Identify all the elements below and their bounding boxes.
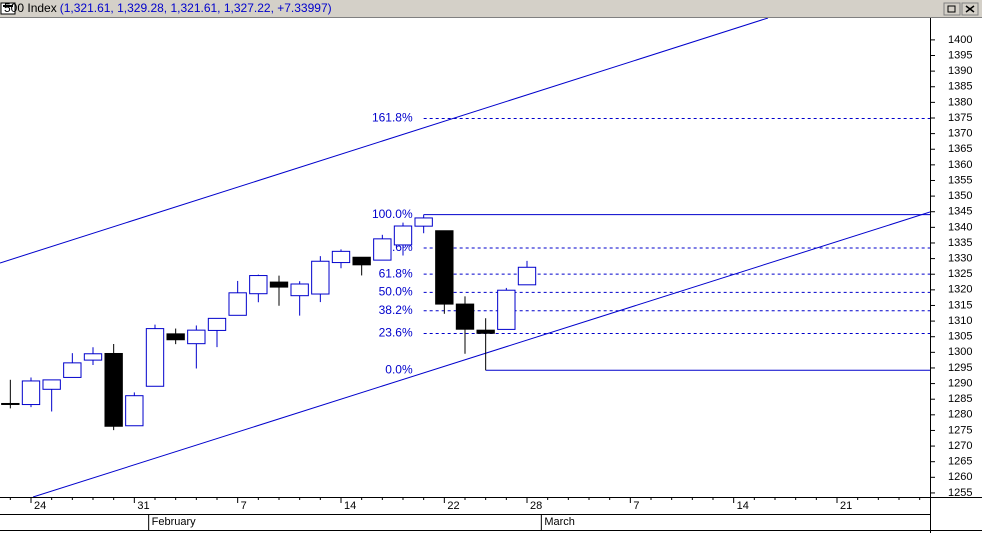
month-label: February xyxy=(152,516,197,528)
candle-body xyxy=(125,395,144,427)
restore-icon xyxy=(947,5,956,13)
y-tick-label: 1315 xyxy=(948,299,972,311)
header-bar xyxy=(0,0,982,18)
candle-body xyxy=(352,256,371,266)
y-tick-label: 1375 xyxy=(948,112,972,124)
y-tick-label: 1325 xyxy=(948,268,972,280)
x-tick-label: 24 xyxy=(34,500,46,512)
x-tick-label: 22 xyxy=(447,500,459,512)
candle-body xyxy=(207,317,227,331)
y-axis-area xyxy=(930,18,982,533)
candle-body xyxy=(249,275,268,295)
candle-body xyxy=(42,379,61,390)
fib-label: 38.2% xyxy=(379,303,413,317)
candle-body xyxy=(228,292,247,316)
month-label: March xyxy=(544,516,575,528)
x-tick-label: 7 xyxy=(633,500,639,512)
x-tick-label: 7 xyxy=(241,500,247,512)
fib-label: 50.0% xyxy=(379,285,413,299)
y-tick-label: 1370 xyxy=(948,128,972,140)
y-tick-label: 1330 xyxy=(948,252,972,264)
restore-button[interactable] xyxy=(943,2,961,16)
y-tick-label: 1355 xyxy=(948,174,972,186)
candle-body xyxy=(517,266,537,286)
candle-body xyxy=(187,329,206,345)
candle-body xyxy=(311,260,330,295)
window-icon-bar xyxy=(3,5,13,7)
candle-body xyxy=(414,217,433,227)
candle-body xyxy=(290,283,309,297)
chart-title: 500 Index xyxy=(4,1,57,15)
y-tick-label: 1350 xyxy=(948,190,972,202)
candle-body xyxy=(435,230,454,305)
plot-area: 0.0%23.6%38.2%50.0%61.8%78.6%100.0%161.8… xyxy=(0,18,930,497)
y-tick-label: 1285 xyxy=(948,393,972,405)
trend-line xyxy=(32,211,930,497)
x-tick-label: 14 xyxy=(344,500,356,512)
fib-label: 61.8% xyxy=(379,266,413,280)
x-tick-label: 28 xyxy=(530,500,542,512)
trend-line xyxy=(0,18,769,264)
candle-body xyxy=(497,289,516,330)
y-tick-label: 1380 xyxy=(948,96,972,108)
candle-body xyxy=(269,281,289,288)
y-tick-label: 1305 xyxy=(948,331,972,343)
candle-body xyxy=(63,362,82,378)
close-icon xyxy=(965,5,975,13)
candle-body xyxy=(331,250,351,264)
y-tick-label: 1290 xyxy=(948,377,972,389)
y-tick-label: 1345 xyxy=(948,206,972,218)
y-tick-label: 1400 xyxy=(948,34,972,46)
x-tick-label: 21 xyxy=(840,500,852,512)
y-tick-label: 1265 xyxy=(948,456,972,468)
axes: 1255 1260 1265 1270 1275 1280 1285 1290 1295 1300… xyxy=(9,34,972,530)
candle-body xyxy=(476,329,495,334)
fib-label: 100.0% xyxy=(372,207,413,221)
candle-body xyxy=(21,380,41,406)
y-tick-label: 1360 xyxy=(948,159,972,171)
candle-body xyxy=(83,353,103,361)
y-tick-label: 1320 xyxy=(948,284,972,296)
x-tick-label: 14 xyxy=(737,500,749,512)
candle-body xyxy=(104,352,123,427)
x-tick-label: 31 xyxy=(137,500,149,512)
y-tick-label: 1310 xyxy=(948,315,972,327)
y-tick-label: 1390 xyxy=(948,65,972,77)
fib-label: 23.6% xyxy=(379,326,413,340)
y-tick-label: 1255 xyxy=(948,487,972,499)
candle-body xyxy=(393,225,413,246)
candle-body xyxy=(166,333,185,341)
candle-body xyxy=(373,238,392,261)
candle-body xyxy=(1,402,20,405)
fib-label: 0.0% xyxy=(385,362,413,376)
y-tick-label: 1280 xyxy=(948,409,972,421)
y-tick-label: 1365 xyxy=(948,143,972,155)
y-tick-label: 1295 xyxy=(948,362,972,374)
candle-body xyxy=(455,303,475,330)
y-tick-label: 1300 xyxy=(948,346,972,358)
y-tick-label: 1275 xyxy=(948,424,972,436)
y-tick-label: 1385 xyxy=(948,81,972,93)
y-tick-label: 1260 xyxy=(948,471,972,483)
y-tick-label: 1340 xyxy=(948,221,972,233)
y-tick-label: 1270 xyxy=(948,440,972,452)
y-tick-label: 1335 xyxy=(948,237,972,249)
y-tick-label: 1395 xyxy=(948,49,972,61)
fib-label: 161.8% xyxy=(372,111,413,125)
chart-subtitle: (1,321.61, 1,329.28, 1,321.61, 1,327.22,… xyxy=(60,1,332,15)
window-icon[interactable] xyxy=(0,2,16,15)
candle-body xyxy=(145,328,165,387)
